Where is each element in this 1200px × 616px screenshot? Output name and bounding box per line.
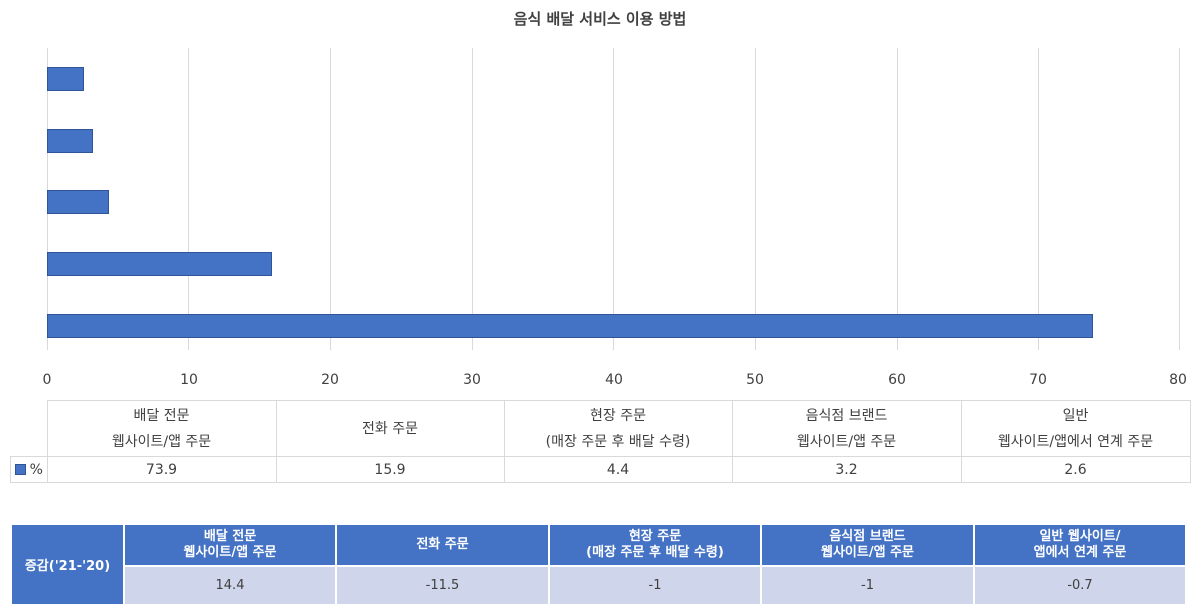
legend-swatch-icon <box>14 464 26 475</box>
bar-phone-order <box>47 252 272 276</box>
change-row-label: 증감('21-'20) <box>12 525 123 604</box>
change-value: -1 <box>762 567 973 604</box>
gridline <box>1038 48 1039 350</box>
change-header: 전화 주문 <box>337 525 548 565</box>
gridline <box>330 48 331 350</box>
bar-general-web-app <box>47 67 84 91</box>
chart-title: 음식 배달 서비스 이용 방법 <box>513 10 687 28</box>
bar-delivery-app <box>47 314 1093 338</box>
data-table-header: 일반 웹사이트/앱에서 연계 주문 <box>960 400 1191 457</box>
x-tick: 10 <box>180 372 198 388</box>
legend-cell: % <box>10 456 48 483</box>
change-header: 배달 전문 웹사이트/앱 주문 <box>125 525 335 565</box>
bar-on-site-order <box>47 190 109 214</box>
x-tick: 40 <box>605 372 623 388</box>
gridline <box>472 48 473 350</box>
chart-data-table: 배달 전문 웹사이트/앱 주문 전화 주문 현장 주문 (매장 주문 후 배달 수령… <box>10 400 1191 483</box>
gridline <box>897 48 898 350</box>
data-table-header: 전화 주문 <box>275 400 505 457</box>
data-table-header: 배달 전문 웹사이트/앱 주문 <box>46 400 277 457</box>
x-tick: 80 <box>1169 372 1187 388</box>
change-table: 증감('21-'20) 배달 전문 웹사이트/앱 주문 전화 주문 현장 주문 (매… <box>10 523 1187 606</box>
change-value: 14.4 <box>125 567 335 604</box>
change-value: -11.5 <box>337 567 548 604</box>
x-tick: 20 <box>321 372 339 388</box>
data-table-corner <box>10 400 48 457</box>
gridline <box>755 48 756 350</box>
x-tick: 30 <box>463 372 481 388</box>
x-tick: 60 <box>888 372 906 388</box>
gridline <box>613 48 614 350</box>
data-table-header: 음식점 브랜드 웹사이트/앱 주문 <box>731 400 962 457</box>
gridline <box>1179 48 1180 350</box>
change-value: -0.7 <box>975 567 1185 604</box>
gridline <box>188 48 189 350</box>
data-table-value: 15.9 <box>275 456 505 483</box>
x-tick: 50 <box>746 372 764 388</box>
change-header: 음식점 브랜드 웹사이트/앱 주문 <box>762 525 973 565</box>
data-table-value: 73.9 <box>46 456 277 483</box>
data-table-header: 현장 주문 (매장 주문 후 배달 수령) <box>503 400 733 457</box>
data-table-value: 3.2 <box>731 456 962 483</box>
data-table-value: 2.6 <box>960 456 1191 483</box>
data-table-value: 4.4 <box>503 456 733 483</box>
change-header: 일반 웹사이트/앱에서 연계 주문 <box>975 525 1185 565</box>
bar-restaurant-brand-web-app <box>47 129 93 153</box>
plot-area <box>47 48 1180 350</box>
x-tick: 0 <box>42 372 52 388</box>
change-header: 현장 주문 (매장 주문 후 배달 수령) <box>550 525 760 565</box>
change-value: -1 <box>550 567 760 604</box>
x-tick: 70 <box>1029 372 1047 388</box>
